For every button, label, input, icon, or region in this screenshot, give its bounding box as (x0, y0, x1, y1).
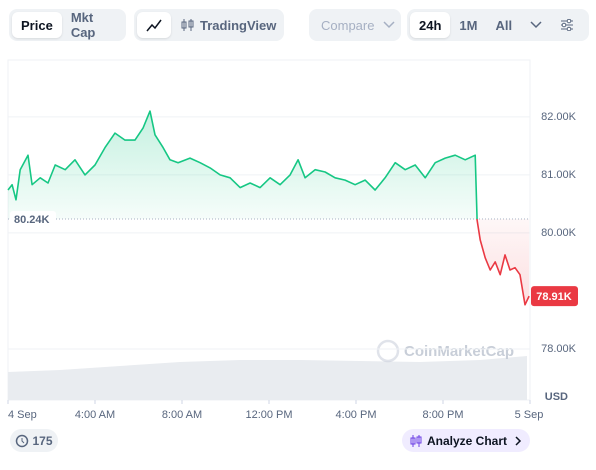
unit-label: USD (545, 391, 568, 403)
range-1m[interactable]: 1M (459, 17, 478, 33)
settings-icon (561, 19, 574, 31)
chart-type: TradingView (134, 9, 284, 41)
area-fill (8, 111, 530, 305)
x-tick-label: 5 Sep (515, 409, 544, 421)
notes-button[interactable]: 175 (10, 429, 58, 452)
y-tick-label: 78.00K (541, 343, 577, 355)
volume-band (8, 356, 527, 400)
range-more[interactable] (521, 12, 551, 38)
chevron (530, 21, 542, 29)
analyze-label: Analyze Chart (426, 433, 508, 448)
chevron (383, 21, 395, 29)
analyze-button[interactable]: Analyze Chart (402, 429, 530, 452)
x-tick-label: 8:00 AM (162, 409, 202, 421)
mkt-cap-button[interactable]: Mkt Cap (70, 10, 96, 40)
reference-label: 80.24K (14, 214, 50, 226)
range-all[interactable]: All (495, 17, 513, 33)
x-tick-label: 4:00 PM (336, 409, 377, 421)
compare-label: Compare (321, 17, 375, 33)
settings[interactable] (551, 12, 583, 38)
tradingview-label: TradingView (200, 17, 277, 33)
watermark (376, 339, 400, 363)
candle-icon (181, 19, 194, 31)
tradingview-button[interactable]: TradingView (171, 12, 285, 38)
y-tick-label: 82.00K (541, 111, 577, 123)
x-tick-label: 4 Sep (8, 409, 37, 421)
y-tick-label: 80.00K (541, 227, 577, 239)
notes-count: 175 (32, 433, 53, 448)
analyze-icon (410, 434, 422, 447)
x-tick-label: 8:00 PM (423, 409, 464, 421)
line-icon (146, 19, 162, 32)
price-line (7, 110, 530, 306)
compare-button[interactable]: Compare (309, 9, 401, 41)
chart: CoinMarketCap USD 78.00K 80.00K 81.00K 82.0… (7, 59, 578, 421)
range-toggle: 24h 1M All (407, 9, 589, 41)
price-toggle: Price Mkt Cap (9, 9, 126, 41)
current-price-label: 78.91K (536, 291, 572, 303)
watermark-text: CoinMarketCap (404, 343, 514, 360)
reference-label-bg (10, 210, 56, 227)
price-button[interactable]: Price (12, 12, 62, 38)
chevron-right (515, 435, 522, 446)
current-price-tag (531, 286, 578, 307)
range-24h[interactable]: 24h (410, 12, 451, 38)
clock-icon (16, 434, 29, 447)
x-tick-label: 4:00 AM (75, 409, 115, 421)
line-button[interactable] (137, 12, 171, 38)
y-tick-label: 81.00K (541, 169, 577, 181)
x-tick-label: 12:00 PM (245, 409, 292, 421)
